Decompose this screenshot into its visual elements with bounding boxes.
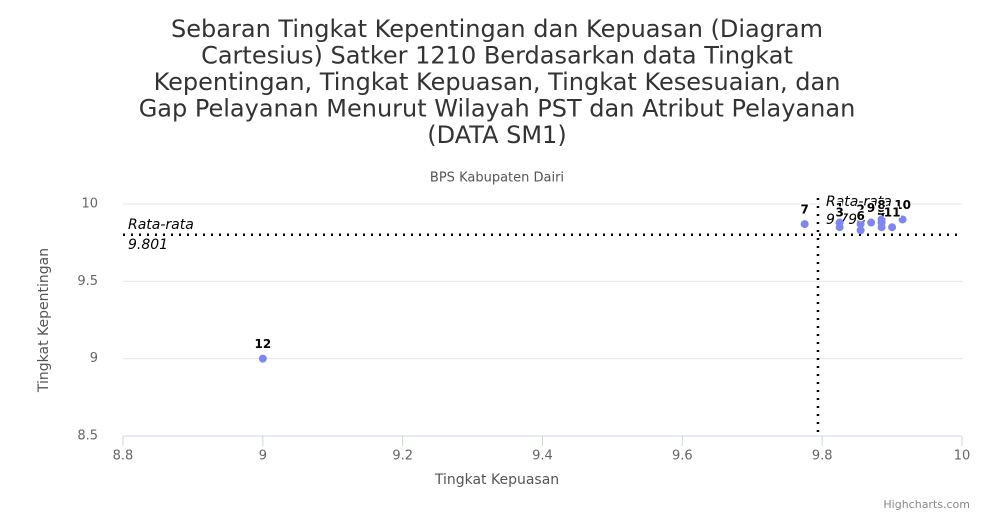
data-label: 5 — [877, 201, 885, 215]
y-mean-value: 9.801 — [128, 237, 168, 253]
data-label: 8 — [877, 198, 885, 212]
chart-title: Cartesius) Satker 1210 Berdasarkan data … — [201, 42, 793, 70]
point — [898, 215, 907, 224]
data-label: 6 — [856, 209, 864, 223]
data-label: 9 — [867, 201, 875, 215]
x-tick-label: 10 — [954, 449, 971, 464]
point — [867, 218, 876, 227]
subtitle: BPS Kabupaten Dairi — [430, 171, 564, 186]
point — [877, 215, 886, 224]
y-tick-label: 10 — [81, 197, 98, 212]
y-mean-label: Rata-rata — [128, 217, 194, 233]
data-label: 10 — [894, 198, 911, 212]
point — [258, 354, 267, 363]
data-label: 3 — [835, 206, 843, 220]
point — [888, 223, 897, 232]
y-tick-label: 9 — [90, 351, 98, 366]
x-tick-label: 8.8 — [113, 449, 134, 464]
chart-title: Sebaran Tingkat Kepentingan dan Kepuasan… — [171, 15, 823, 43]
y-axis-title: Tingkat Kepentingan — [36, 248, 52, 393]
x-tick-label: 9.8 — [812, 449, 833, 464]
point — [856, 226, 865, 235]
x-axis-title: Tingkat Kepuasan — [434, 472, 559, 488]
chart-title: Gap Pelayanan Menurut Wilayah PST dan At… — [139, 95, 856, 123]
y-tick-label: 8.5 — [77, 429, 98, 444]
credits: Highcharts.com — [883, 498, 970, 511]
data-label: 2 — [856, 203, 864, 217]
x-tick-label: 9.2 — [392, 449, 413, 464]
x-tick-label: 9 — [259, 449, 267, 464]
x-tick-label: 9.6 — [672, 449, 693, 464]
chart-title: (DATA SM1) — [427, 121, 566, 149]
point — [856, 220, 865, 229]
x-tick-label: 9.4 — [532, 449, 553, 464]
data-label: 7 — [801, 203, 809, 217]
point — [800, 220, 809, 229]
data-label: 4 — [877, 206, 885, 220]
data-label: 11 — [884, 206, 901, 220]
data-label: 1 — [835, 201, 843, 215]
data-label: 12 — [254, 337, 271, 351]
point — [835, 223, 844, 232]
chart-title: Kepentingan, Tingkat Kepuasan, Tingkat K… — [154, 68, 841, 96]
y-tick-label: 9.5 — [77, 274, 98, 289]
x-mean-label: Rata-rata — [826, 194, 892, 210]
